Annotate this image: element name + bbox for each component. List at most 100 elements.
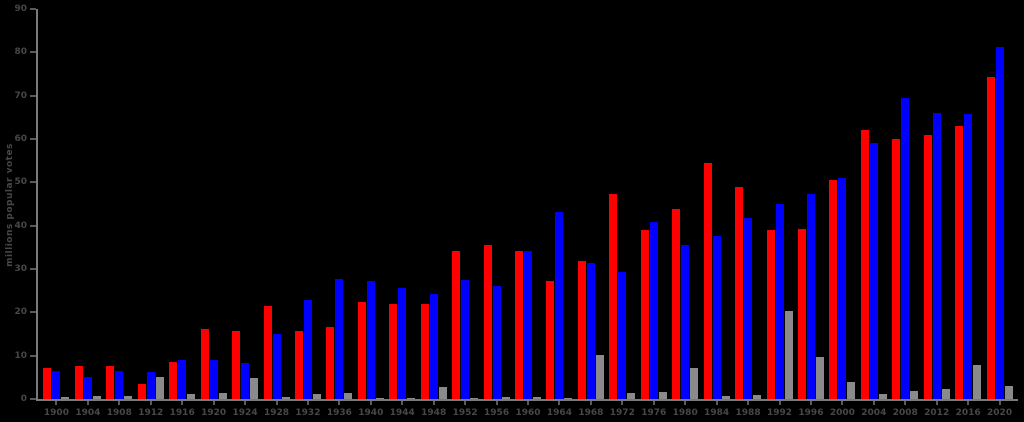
x-tick-label-1992: 1992 — [766, 408, 793, 418]
x-tick-label-1960: 1960 — [515, 408, 541, 418]
x-tick-mark — [967, 401, 970, 405]
bar-democratic-1952 — [461, 280, 470, 399]
bar-group-1928: 1928 — [263, 9, 290, 418]
x-tick-mark — [181, 401, 184, 405]
bar-groups: 1900 1904 1908 1912 1916 1920 1924 1928 1932 1936… — [38, 9, 1018, 418]
bar-other-1996 — [815, 357, 824, 399]
bar-other-1968 — [595, 355, 604, 399]
x-tick-mark — [275, 401, 278, 405]
bar-other-1976 — [658, 392, 667, 399]
bar-democratic-2016 — [964, 113, 973, 399]
bar-republican-1912 — [137, 383, 146, 399]
bar-other-1920 — [218, 392, 227, 399]
bar-other-1932 — [312, 393, 321, 399]
bar-group-1984: 1984 — [703, 9, 730, 418]
x-tick-label-2008: 2008 — [892, 408, 918, 418]
bar-other-2020 — [1004, 386, 1013, 399]
x-tick-mark — [998, 401, 1001, 405]
bar-group-1996: 1996 — [797, 9, 824, 418]
bar-other-1904 — [92, 395, 101, 399]
y-tick-mark — [30, 181, 36, 184]
bar-republican-1932 — [294, 330, 303, 399]
bar-group-1972: 1972 — [609, 9, 636, 418]
bar-other-1952 — [470, 397, 479, 399]
bar-other-2008 — [910, 390, 919, 399]
bar-group-1932: 1932 — [294, 9, 321, 418]
y-tick-label: 80 — [14, 47, 27, 58]
bar-group-1976: 1976 — [640, 9, 667, 418]
y-tick-mark — [30, 354, 36, 357]
y-tick-label: 10 — [14, 350, 27, 361]
bar-other-1988 — [753, 395, 762, 399]
y-tick-mark — [30, 94, 36, 97]
y-tick-label: 30 — [14, 264, 27, 275]
bar-group-1920: 1920 — [200, 9, 227, 418]
x-tick-label-1984: 1984 — [704, 408, 730, 418]
x-tick-mark — [338, 401, 341, 405]
bar-republican-2008 — [892, 139, 901, 399]
bar-group-1948: 1948 — [420, 9, 447, 418]
bar-democratic-2004 — [869, 143, 878, 399]
bar-democratic-1948 — [429, 294, 438, 399]
bar-republican-1960 — [515, 251, 523, 399]
bar-democratic-1940 — [366, 280, 375, 399]
bar-other-1912 — [155, 376, 164, 399]
x-tick-mark — [809, 401, 812, 405]
x-tick-label-1988: 1988 — [735, 408, 761, 418]
y-tick-label: 40 — [14, 220, 27, 231]
bar-democratic-1916 — [178, 359, 187, 399]
bar-other-1992 — [784, 310, 793, 399]
y-tick-label: 70 — [14, 90, 27, 101]
x-tick-label-1920: 1920 — [201, 408, 227, 418]
bar-other-1964 — [564, 397, 573, 399]
bar-other-1924 — [250, 377, 259, 399]
x-tick-mark — [715, 401, 718, 405]
bar-other-1948 — [438, 387, 447, 399]
bar-republican-2016 — [955, 126, 964, 399]
y-tick-mark — [30, 8, 36, 10]
y-tick-mark — [30, 398, 36, 400]
bar-republican-1980 — [672, 208, 681, 399]
bar-republican-1976 — [640, 229, 649, 399]
bar-other-2004 — [878, 393, 887, 399]
bar-group-1964: 1964 — [546, 9, 573, 418]
x-tick-mark — [841, 401, 844, 405]
x-tick-label-1940: 1940 — [358, 408, 384, 418]
bar-other-1980 — [690, 368, 699, 399]
x-tick-label-1956: 1956 — [484, 408, 510, 418]
bar-republican-1948 — [420, 303, 429, 399]
bar-other-2000 — [847, 382, 856, 399]
x-tick-mark — [244, 401, 247, 405]
bar-other-1916 — [187, 394, 196, 399]
bar-group-1988: 1988 — [735, 9, 762, 418]
bar-republican-1964 — [546, 281, 555, 399]
bar-democratic-1908 — [115, 371, 124, 399]
x-tick-mark — [118, 401, 121, 405]
bar-other-1908 — [124, 395, 133, 399]
x-tick-mark — [55, 401, 58, 405]
bar-republican-1908 — [106, 365, 115, 399]
x-tick-label-2004: 2004 — [861, 408, 887, 418]
bar-group-1908: 1908 — [106, 9, 133, 418]
x-tick-mark — [747, 401, 750, 405]
bar-group-1940: 1940 — [357, 9, 384, 418]
x-tick-label-1928: 1928 — [263, 408, 290, 418]
x-tick-label-1932: 1932 — [295, 408, 321, 418]
bar-other-1984 — [721, 396, 730, 399]
bar-democratic-1936 — [335, 278, 344, 399]
bar-group-2008: 2008 — [892, 9, 919, 418]
y-tick-label: 0 — [20, 394, 27, 404]
bar-group-2004: 2004 — [860, 9, 887, 418]
bar-democratic-1992 — [775, 204, 784, 399]
x-tick-mark — [86, 401, 89, 405]
bar-republican-1944 — [389, 303, 398, 399]
x-tick-mark — [527, 401, 529, 405]
bar-democratic-1900 — [52, 371, 61, 399]
bar-democratic-1944 — [398, 288, 407, 399]
bar-other-1928 — [281, 397, 290, 399]
bar-republican-1904 — [74, 366, 83, 399]
bar-democratic-1968 — [586, 263, 595, 399]
bar-republican-1936 — [326, 326, 335, 399]
x-tick-mark — [621, 401, 624, 405]
